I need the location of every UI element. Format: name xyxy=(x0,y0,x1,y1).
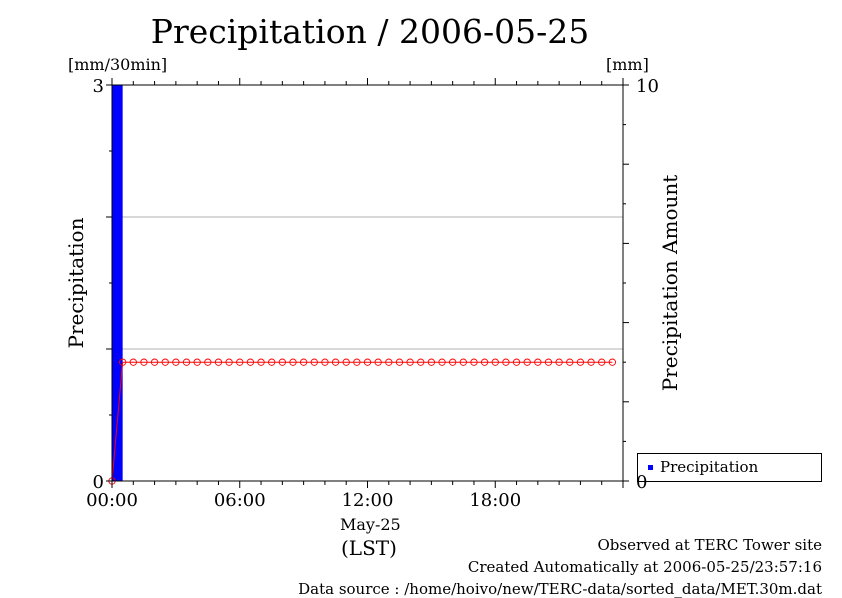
precipitation-amount-point xyxy=(236,358,244,366)
x-tick-label: 12:00 xyxy=(342,490,394,511)
precipitation-amount-point xyxy=(512,358,521,366)
precipitation-amount-point xyxy=(257,358,265,366)
legend-label-precipitation: Precipitation xyxy=(660,458,759,476)
precipitation-amount-point xyxy=(204,358,212,366)
precipitation-amount-point xyxy=(193,358,201,366)
right-axis-min-label: 0 xyxy=(636,472,647,493)
precipitation-amount-point xyxy=(566,358,574,366)
footer-observed: Observed at TERC Tower site xyxy=(597,536,822,554)
precipitation-amount-point xyxy=(576,358,585,366)
precipitation-amount-point xyxy=(129,358,137,366)
precipitation-amount-point xyxy=(182,358,191,366)
chart-title: Precipitation / 2006-05-25 xyxy=(150,12,590,51)
precipitation-amount-point xyxy=(268,358,276,366)
x-tick-label: 00:00 xyxy=(86,490,138,511)
precipitation-amount-point xyxy=(427,358,436,366)
right-axis-label: Precipitation Amount xyxy=(658,174,682,392)
precipitation-amount-point xyxy=(299,358,308,366)
x-axis-unit-label: (LST) xyxy=(341,536,397,560)
precipitation-amount-point xyxy=(374,358,382,366)
precipitation-amount-point xyxy=(395,358,404,366)
precipitation-amount-point xyxy=(406,358,414,366)
left-axis-unit: [mm/30min] xyxy=(68,55,168,74)
footer-created: Created Automatically at 2006-05-25/23:5… xyxy=(467,558,822,576)
precipitation-amount-point xyxy=(140,358,148,366)
x-tick-label: 18:00 xyxy=(469,490,521,511)
right-axis-unit: [mm] xyxy=(606,55,649,74)
precipitation-amount-point xyxy=(608,358,617,366)
precipitation-amount-point xyxy=(438,358,446,366)
precipitation-bar xyxy=(112,85,123,481)
precipitation-amount-point xyxy=(278,358,286,366)
precipitation-amount-point xyxy=(598,358,606,366)
precipitation-amount-point xyxy=(289,358,297,366)
precipitation-amount-point xyxy=(534,358,542,366)
precipitation-amount-point xyxy=(417,358,425,366)
precipitation-amount-line xyxy=(111,361,613,482)
precipitation-amount-point xyxy=(118,358,127,366)
precipitation-amount-point xyxy=(225,358,233,366)
x-axis-date-label: May-25 xyxy=(340,515,401,534)
left-axis-label: Precipitation xyxy=(64,217,88,349)
legend-swatch-precipitation xyxy=(648,465,653,470)
right-axis-max-label: 10 xyxy=(636,76,659,97)
precipitation-amount-point xyxy=(480,358,489,366)
precipitation-amount-point xyxy=(331,358,340,366)
precipitation-amount-point xyxy=(544,358,553,366)
precipitation-amount-point xyxy=(342,358,350,366)
precipitation-amount-point xyxy=(363,358,372,366)
precipitation-amount-point xyxy=(246,358,255,366)
precipitation-amount-point xyxy=(502,358,510,366)
precipitation-amount-point xyxy=(385,358,393,366)
precipitation-amount-point xyxy=(470,358,478,366)
precipitation-amount-point xyxy=(555,358,563,366)
chart-legend: Precipitation xyxy=(637,453,822,482)
precipitation-amount-point xyxy=(214,358,223,366)
precipitation-amount-point xyxy=(449,358,457,366)
precipitation-amount-point xyxy=(172,358,180,366)
footer-source: Data source : /home/hoivo/new/TERC-data/… xyxy=(298,580,822,598)
precipitation-amount-point xyxy=(523,358,531,366)
plot-frame xyxy=(111,84,624,482)
left-axis-max-label: 3 xyxy=(93,76,104,97)
left-axis-min-label: 0 xyxy=(93,472,104,493)
precipitation-amount-point xyxy=(310,358,318,366)
precipitation-amount-point xyxy=(161,358,169,366)
precipitation-amount-point xyxy=(150,358,159,366)
precipitation-amount-point xyxy=(587,358,595,366)
precipitation-amount-point xyxy=(491,358,499,366)
precipitation-amount-point xyxy=(321,358,329,366)
x-tick-label: 06:00 xyxy=(214,490,266,511)
precipitation-amount-point xyxy=(459,358,467,366)
precipitation-amount-point xyxy=(353,358,361,366)
